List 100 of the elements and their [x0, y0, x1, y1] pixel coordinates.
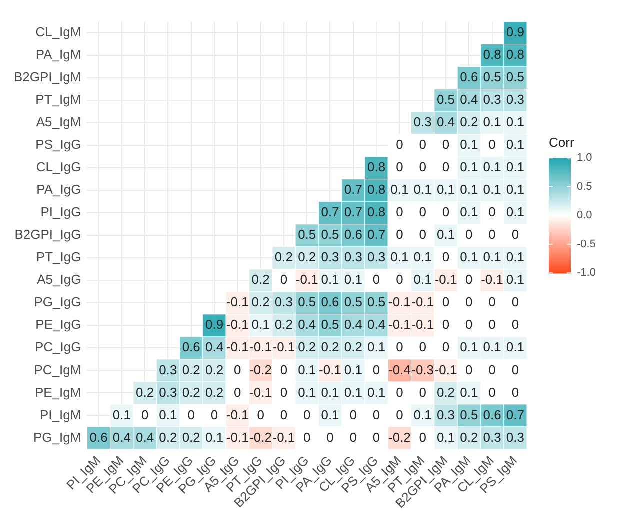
data-label: 0.7	[344, 204, 362, 220]
data-label: 0.6	[460, 70, 478, 85]
data-label: 0	[303, 430, 311, 445]
data-label: 0.1	[506, 272, 524, 288]
data-label: 0.5	[506, 70, 524, 85]
data-label: -0.1	[434, 272, 458, 288]
data-label: -0.1	[319, 362, 342, 378]
data-label: -0.1	[226, 430, 249, 445]
data-label: 0.2	[436, 384, 456, 400]
data-label: -0.1	[226, 407, 249, 422]
data-label: 0.1	[414, 250, 432, 265]
data-label: 0.2	[460, 114, 478, 130]
y-tick-label: PT_IgM	[36, 92, 82, 108]
data-label: 0	[372, 430, 380, 445]
data-label: 0.5	[321, 227, 340, 242]
data-label: 0.2	[274, 317, 293, 332]
data-label: 0.2	[182, 430, 200, 445]
data-label: 0.1	[506, 204, 524, 220]
y-tick-label: PE_IgM	[34, 384, 82, 400]
data-label: -0.1	[434, 362, 458, 378]
data-label: 0	[280, 362, 288, 378]
data-label: 0.1	[112, 407, 131, 422]
data-label: 0.3	[506, 92, 524, 108]
data-label: 0.1	[344, 362, 362, 378]
data-label: 0.2	[298, 250, 316, 265]
data-label: 0.2	[136, 384, 154, 400]
data-label: 0	[419, 204, 426, 220]
data-label: -0.1	[412, 294, 434, 310]
y-tick-label: PA_IgM	[36, 47, 82, 62]
data-label: 0.1	[414, 182, 432, 198]
data-label: 0	[234, 362, 242, 378]
data-label: 0.6	[483, 407, 502, 422]
data-label: -0.1	[388, 294, 411, 310]
data-label: 0.9	[506, 24, 524, 40]
data-label: 0	[303, 407, 311, 422]
data-label: 0.1	[460, 137, 478, 152]
data-label: 0.1	[414, 272, 432, 288]
data-label: 0	[350, 407, 358, 422]
data-label: 0.1	[506, 250, 524, 265]
data-label: 0.4	[112, 430, 131, 445]
data-label: 0	[396, 204, 404, 220]
data-label: 0.1	[344, 272, 362, 288]
data-label: -0.1	[226, 317, 249, 332]
data-label: 0	[396, 160, 404, 175]
data-label: 0.3	[436, 407, 456, 422]
data-label: -0.1	[250, 340, 272, 355]
data-label: -0.1	[226, 294, 249, 310]
data-label: 0	[280, 384, 288, 400]
data-label: 0.2	[252, 272, 270, 288]
data-label: 0.1	[506, 137, 524, 152]
data-label: 0	[512, 317, 520, 332]
data-label: 0	[188, 407, 195, 422]
data-label: 0.1	[506, 182, 524, 198]
data-label: 0.1	[460, 340, 478, 355]
data-label: 0	[512, 294, 520, 310]
data-label: 0.1	[483, 114, 502, 130]
data-label: 0.2	[344, 340, 362, 355]
y-tick-label: PC_IgM	[34, 362, 82, 378]
data-label: 0.2	[460, 430, 478, 445]
data-label: -0.2	[250, 430, 272, 445]
data-label: 0	[488, 317, 496, 332]
data-label: 0.6	[90, 430, 108, 445]
y-tick-label: PS_IgG	[36, 137, 82, 152]
data-label: 0	[419, 137, 426, 152]
data-label: 0	[280, 272, 288, 288]
data-label: 0	[466, 227, 473, 242]
y-tick-label: PI_IgM	[40, 407, 82, 422]
data-label: 0.3	[159, 362, 178, 378]
data-label: 0.4	[136, 430, 154, 445]
data-label: 0.8	[368, 182, 386, 198]
data-label: 0	[372, 407, 380, 422]
data-label: 0.3	[344, 250, 362, 265]
color-bar-label: -0.5	[577, 238, 596, 250]
data-label: 0.1	[506, 340, 524, 355]
data-label: -0.1	[388, 317, 411, 332]
data-label: 0	[466, 317, 473, 332]
data-label: 0.8	[506, 47, 524, 62]
data-label: 0.3	[483, 430, 502, 445]
data-label: 0.6	[321, 294, 340, 310]
data-label: 0.1	[460, 204, 478, 220]
data-label: 0.4	[298, 317, 316, 332]
data-label: 0.1	[460, 182, 478, 198]
data-label: 0	[512, 227, 520, 242]
data-label: 0	[488, 204, 496, 220]
data-label: 0	[488, 384, 496, 400]
data-label: 0	[419, 384, 426, 400]
data-label: 0.1	[252, 317, 270, 332]
data-label: 0.6	[182, 340, 200, 355]
data-label: 0.1	[321, 407, 340, 422]
data-label: 0	[442, 340, 450, 355]
data-label: 0.1	[460, 160, 478, 175]
y-tick-label: PA_IgG	[36, 182, 82, 198]
data-label: -0.1	[226, 340, 249, 355]
data-label: 0.1	[414, 407, 432, 422]
data-label: 0	[442, 317, 450, 332]
data-label: 0	[419, 227, 426, 242]
data-label: 0	[396, 272, 404, 288]
data-label: 0	[442, 137, 450, 152]
data-label: 0.1	[344, 384, 362, 400]
data-label: -0.2	[250, 362, 272, 378]
